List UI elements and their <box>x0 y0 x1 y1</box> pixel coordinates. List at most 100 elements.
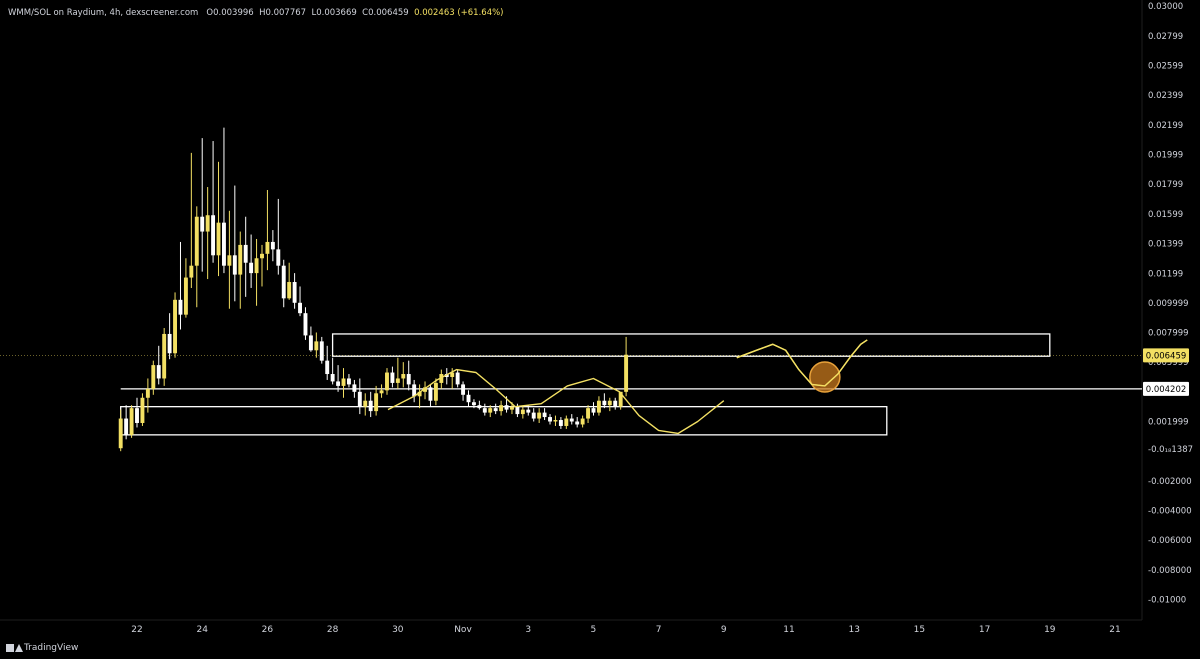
candle <box>341 368 346 398</box>
candle <box>602 393 607 409</box>
candle <box>232 185 237 302</box>
tradingview-logo[interactable]: TradingView <box>6 643 78 653</box>
candle <box>520 406 525 419</box>
zone-rectangle <box>120 406 888 436</box>
candle-body <box>167 333 172 354</box>
x-tick-label: 5 <box>591 625 597 635</box>
candle <box>336 365 341 392</box>
candle-body <box>162 333 167 379</box>
candle-body <box>292 282 297 303</box>
candle <box>308 326 313 352</box>
candle <box>221 127 226 274</box>
y-tick-label: 0.001999 <box>1148 418 1189 428</box>
candle-body <box>281 265 286 299</box>
candle-body <box>341 378 346 386</box>
candle <box>151 360 156 395</box>
candle <box>346 374 351 388</box>
candle <box>618 391 623 410</box>
candle <box>281 259 286 308</box>
candle <box>368 391 373 418</box>
candle <box>216 161 221 277</box>
candle-body <box>439 374 444 383</box>
last-price-badge <box>1143 348 1189 363</box>
candle-body <box>395 378 400 383</box>
candle <box>205 187 210 280</box>
candle <box>412 379 417 403</box>
candle-body <box>471 402 476 406</box>
candle-body <box>433 382 438 401</box>
candle-body <box>455 372 460 385</box>
candle-body <box>450 372 455 377</box>
candle <box>575 417 580 428</box>
candle <box>162 328 167 386</box>
candle <box>526 405 531 416</box>
candle <box>265 190 270 271</box>
candle-body <box>624 354 629 392</box>
candle-body <box>303 313 308 336</box>
open-value: 0.003996 <box>213 8 254 18</box>
candle <box>406 360 411 391</box>
y-tick-label: 0.01199 <box>1148 269 1183 279</box>
candle <box>118 409 123 452</box>
tradingview-icon <box>6 644 23 652</box>
candle <box>428 384 433 407</box>
candle-body <box>390 372 395 383</box>
candle <box>439 369 444 389</box>
candle <box>129 405 134 438</box>
candle-body <box>298 302 302 314</box>
candle-body <box>531 412 536 419</box>
x-tick-label: 13 <box>848 625 859 635</box>
candle <box>238 231 243 309</box>
candle-body <box>260 253 264 259</box>
y-tick-label: 0.009999 <box>1148 299 1189 309</box>
candle-body <box>183 277 188 315</box>
candle-body <box>564 418 569 426</box>
x-tick-label: 9 <box>721 625 727 635</box>
level-label: 0.004202 <box>1146 385 1187 395</box>
candle <box>135 397 139 428</box>
candle-body <box>314 341 319 351</box>
x-tick-label: 30 <box>392 625 404 635</box>
candle-body <box>227 255 232 266</box>
candle <box>390 366 395 388</box>
y-tick-label: -0.004000 <box>1148 507 1192 517</box>
candle-body <box>319 341 324 361</box>
candle-body <box>368 400 373 412</box>
candle-body <box>569 418 574 422</box>
candle <box>189 152 194 288</box>
candle <box>325 345 330 380</box>
candle <box>558 417 563 429</box>
candle-body <box>135 408 139 423</box>
x-tick-label: 28 <box>327 625 339 635</box>
low-label: L <box>311 8 317 18</box>
candle-body <box>346 378 351 385</box>
candle <box>270 230 275 262</box>
candle <box>156 345 161 385</box>
candle-body <box>140 397 145 423</box>
candle-body <box>558 420 563 426</box>
candle-body <box>308 335 313 351</box>
candle-body <box>591 408 596 413</box>
candle <box>249 234 254 288</box>
candle-body <box>243 244 248 263</box>
candle-body <box>118 418 123 449</box>
candle <box>433 378 438 406</box>
y-tick-label: 0.01399 <box>1148 240 1183 250</box>
candle <box>352 379 357 398</box>
last-price-label: 0.006459 <box>1146 351 1187 361</box>
candle-body <box>482 408 487 413</box>
x-tick-label: 22 <box>131 625 142 635</box>
candle-body <box>189 265 194 278</box>
candle-body <box>330 374 335 382</box>
candle-body <box>216 222 221 256</box>
x-tick-label: 21 <box>1109 625 1120 635</box>
candle <box>260 244 264 287</box>
candle <box>379 384 384 398</box>
high-value: 0.007767 <box>265 8 307 18</box>
candle-body <box>336 381 341 386</box>
candle <box>200 138 205 272</box>
candle <box>580 415 585 428</box>
y-tick-label: 0.02599 <box>1148 62 1183 72</box>
candle-body <box>385 372 389 391</box>
